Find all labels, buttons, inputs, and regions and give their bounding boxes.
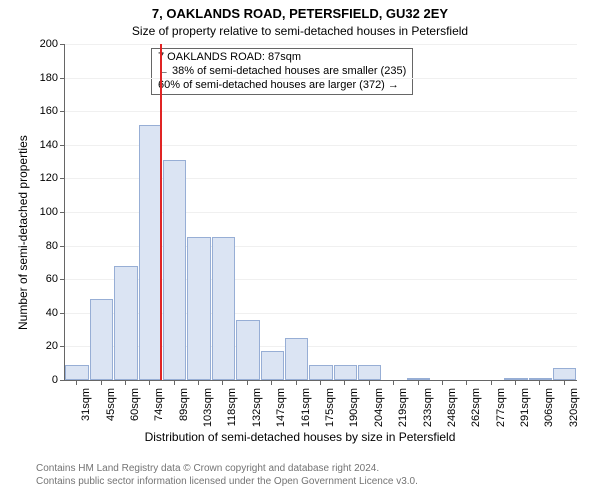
x-tick-label: 45sqm — [105, 388, 117, 421]
y-tick-label: 40 — [30, 307, 58, 319]
y-tick-label: 160 — [30, 105, 58, 117]
x-tick-label: 219sqm — [397, 388, 409, 427]
x-tick-mark — [442, 380, 443, 385]
y-tick-label: 20 — [30, 340, 58, 352]
y-tick-label: 100 — [30, 206, 58, 218]
x-tick-label: 89sqm — [178, 388, 190, 421]
histogram-bar — [236, 320, 259, 380]
x-tick-mark — [393, 380, 394, 385]
x-tick-mark — [149, 380, 150, 385]
histogram-bar — [187, 237, 210, 380]
histogram-bar — [139, 125, 162, 380]
histogram-bar — [212, 237, 235, 380]
x-tick-label: 306sqm — [543, 388, 555, 427]
y-tick-mark — [60, 178, 65, 179]
y-tick-mark — [60, 44, 65, 45]
y-tick-mark — [60, 145, 65, 146]
x-tick-label: 262sqm — [470, 388, 482, 427]
y-tick-label: 180 — [30, 72, 58, 84]
chart-container: { "layout": { "width": 600, "height": 50… — [0, 0, 600, 500]
marker-line — [160, 44, 162, 380]
x-tick-label: 233sqm — [422, 388, 434, 427]
x-tick-label: 161sqm — [300, 388, 312, 427]
y-tick-label: 120 — [30, 172, 58, 184]
y-tick-label: 80 — [30, 240, 58, 252]
y-tick-mark — [60, 246, 65, 247]
x-tick-label: 60sqm — [129, 388, 141, 421]
y-axis-label: Number of semi-detached properties — [16, 135, 30, 330]
x-tick-label: 190sqm — [348, 388, 360, 427]
x-tick-label: 147sqm — [275, 388, 287, 427]
x-tick-mark — [125, 380, 126, 385]
footer-line-2: Contains public sector information licen… — [36, 475, 418, 488]
x-tick-mark — [296, 380, 297, 385]
x-tick-mark — [320, 380, 321, 385]
x-tick-label: 74sqm — [153, 388, 165, 421]
histogram-bar — [285, 338, 308, 380]
y-tick-mark — [60, 279, 65, 280]
x-tick-label: 31sqm — [80, 388, 92, 421]
x-tick-mark — [271, 380, 272, 385]
gridline-h — [65, 44, 577, 45]
x-tick-label: 320sqm — [568, 388, 580, 427]
x-tick-label: 277sqm — [495, 388, 507, 427]
x-tick-mark — [515, 380, 516, 385]
chart-subtitle: Size of property relative to semi-detach… — [0, 24, 600, 38]
infobox-line: 60% of semi-detached houses are larger (… — [158, 79, 406, 93]
x-tick-mark — [418, 380, 419, 385]
histogram-bar — [309, 365, 332, 380]
x-tick-mark — [76, 380, 77, 385]
x-tick-mark — [369, 380, 370, 385]
y-tick-mark — [60, 111, 65, 112]
histogram-bar — [65, 365, 88, 380]
x-tick-mark — [247, 380, 248, 385]
y-tick-mark — [60, 313, 65, 314]
footer-attribution: Contains HM Land Registry data © Crown c… — [36, 462, 418, 488]
x-tick-label: 132sqm — [251, 388, 263, 427]
histogram-bar — [358, 365, 381, 380]
gridline-h — [65, 78, 577, 79]
y-tick-label: 200 — [30, 38, 58, 50]
x-tick-mark — [491, 380, 492, 385]
y-tick-mark — [60, 78, 65, 79]
marker-infobox: 7 OAKLANDS ROAD: 87sqm← 38% of semi-deta… — [151, 48, 413, 95]
histogram-bar — [334, 365, 357, 380]
histogram-bar — [163, 160, 186, 380]
x-tick-mark — [539, 380, 540, 385]
y-tick-label: 60 — [30, 273, 58, 285]
x-tick-mark — [564, 380, 565, 385]
x-tick-label: 103sqm — [202, 388, 214, 427]
x-tick-label: 118sqm — [226, 388, 238, 426]
histogram-bar — [90, 299, 113, 380]
infobox-line: ← 38% of semi-detached houses are smalle… — [158, 65, 406, 79]
y-tick-mark — [60, 212, 65, 213]
x-tick-label: 175sqm — [324, 388, 336, 427]
x-tick-mark — [222, 380, 223, 385]
x-tick-mark — [198, 380, 199, 385]
x-tick-label: 204sqm — [373, 388, 385, 427]
histogram-bar — [553, 368, 576, 380]
y-tick-mark — [60, 380, 65, 381]
x-tick-mark — [344, 380, 345, 385]
footer-line-1: Contains HM Land Registry data © Crown c… — [36, 462, 418, 475]
gridline-h — [65, 111, 577, 112]
y-tick-label: 140 — [30, 139, 58, 151]
histogram-bar — [261, 351, 284, 380]
chart-title: 7, OAKLANDS ROAD, PETERSFIELD, GU32 2EY — [0, 6, 600, 21]
x-tick-mark — [466, 380, 467, 385]
x-tick-label: 291sqm — [519, 388, 531, 427]
plot-area: 7 OAKLANDS ROAD: 87sqm← 38% of semi-deta… — [64, 44, 577, 381]
y-tick-label: 0 — [30, 374, 58, 386]
y-tick-mark — [60, 346, 65, 347]
histogram-bar — [114, 266, 137, 380]
infobox-line: 7 OAKLANDS ROAD: 87sqm — [158, 51, 406, 65]
x-tick-label: 248sqm — [446, 388, 458, 427]
x-axis-label: Distribution of semi-detached houses by … — [0, 430, 600, 444]
x-tick-mark — [174, 380, 175, 385]
x-tick-mark — [101, 380, 102, 385]
